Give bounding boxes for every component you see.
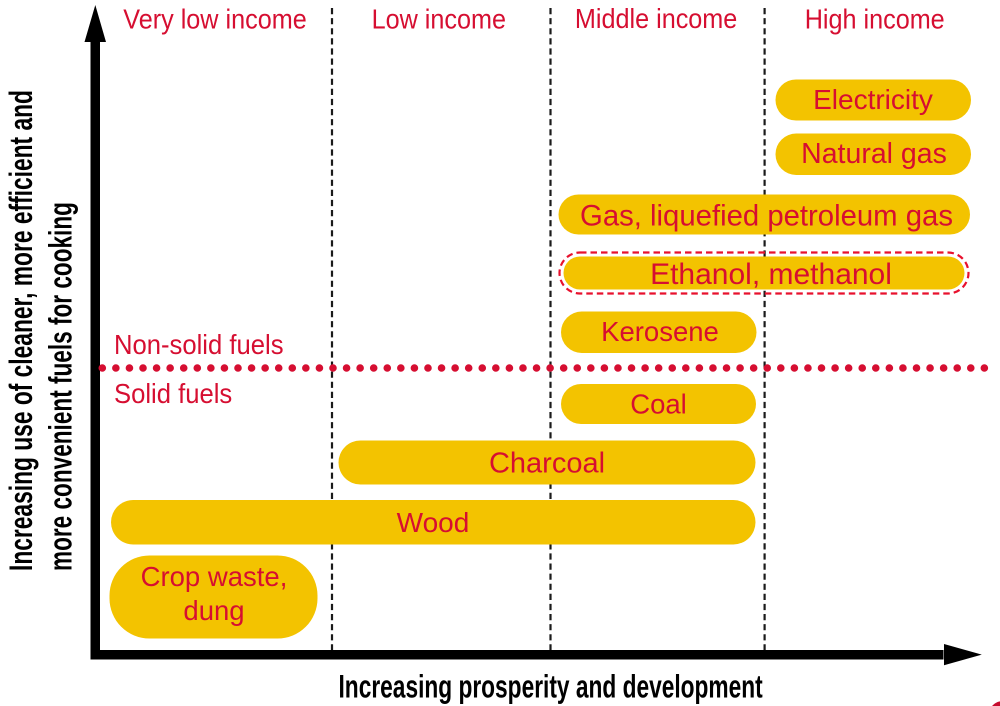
svg-text:Kerosene: Kerosene <box>601 316 719 347</box>
svg-text:Very low income: Very low income <box>123 3 306 35</box>
svg-text:Increasing prosperity and deve: Increasing prosperity and development <box>339 669 763 705</box>
svg-text:Crop waste,: Crop waste, <box>141 561 288 592</box>
svg-text:Middle income: Middle income <box>575 3 737 35</box>
svg-text:more convenient fuels for cook: more convenient fuels for cooking <box>43 202 79 571</box>
svg-text:dung: dung <box>183 595 244 626</box>
svg-text:Gas, liquefied petroleum gas: Gas, liquefied petroleum gas <box>580 200 953 233</box>
svg-text:High income: High income <box>805 3 945 35</box>
svg-text:Low income: Low income <box>372 3 506 35</box>
svg-text:Wood: Wood <box>397 507 470 538</box>
svg-text:Increasing use of cleaner, mor: Increasing use of cleaner, more efficien… <box>3 90 39 571</box>
svg-text:Solid fuels: Solid fuels <box>114 378 232 409</box>
svg-text:Non-solid fuels: Non-solid fuels <box>114 329 284 360</box>
svg-text:Ethanol, methanol: Ethanol, methanol <box>650 258 892 291</box>
svg-text:Natural gas: Natural gas <box>801 138 947 170</box>
svg-text:Coal: Coal <box>630 389 687 420</box>
svg-text:Electricity: Electricity <box>813 84 933 115</box>
svg-text:Charcoal: Charcoal <box>489 448 605 480</box>
